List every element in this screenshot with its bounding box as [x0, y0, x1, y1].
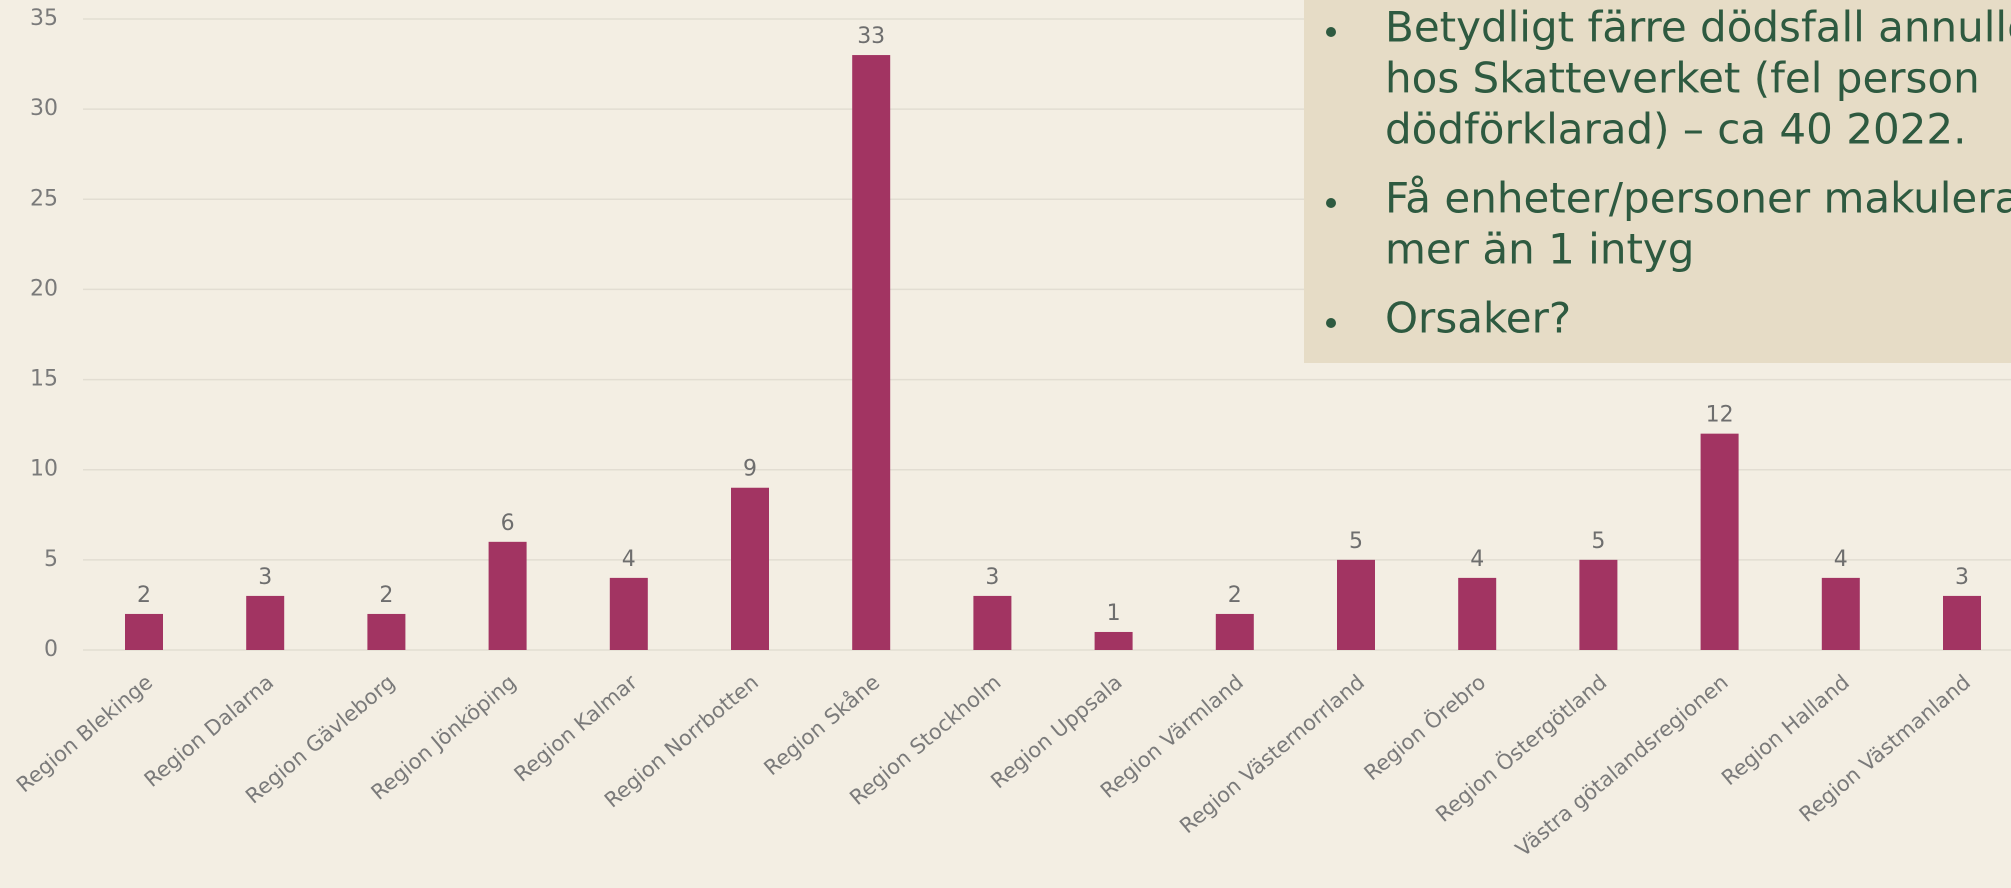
value-label: 4 — [1834, 547, 1848, 572]
value-label: 5 — [1349, 529, 1363, 554]
value-label: 3 — [985, 565, 999, 590]
y-tick-label: 10 — [30, 457, 58, 482]
bullet — [1326, 318, 1336, 328]
bar — [125, 613, 163, 650]
bar — [1094, 631, 1133, 650]
note-line: dödförklarad) – ca 40 2022. — [1385, 105, 1966, 154]
y-tick-label: 15 — [30, 367, 58, 392]
value-label: 5 — [1591, 529, 1605, 554]
value-label: 2 — [379, 583, 393, 608]
value-label: 1 — [1107, 601, 1121, 626]
note-line: Orsaker? — [1385, 294, 1571, 343]
bar — [731, 487, 769, 650]
note-box — [1304, 0, 2011, 363]
bar — [852, 55, 891, 651]
note-line: Betydligt färre dödsfall annullera — [1385, 3, 2011, 52]
y-tick-label: 0 — [44, 637, 58, 662]
y-tick-label: 30 — [30, 96, 58, 121]
value-label: 12 — [1706, 403, 1734, 428]
y-tick-label: 35 — [30, 6, 58, 31]
value-label: 33 — [857, 24, 885, 49]
value-label: 2 — [1228, 583, 1242, 608]
value-label: 6 — [501, 511, 515, 536]
bar — [609, 577, 648, 650]
bar — [973, 595, 1012, 650]
bar — [1215, 613, 1254, 650]
note-line: hos Skatteverket (fel person — [1385, 54, 1980, 103]
bar — [1337, 559, 1375, 650]
value-label: 2 — [137, 583, 151, 608]
value-label: 4 — [1470, 547, 1484, 572]
bar — [488, 541, 527, 650]
bar — [1579, 559, 1618, 650]
y-tick-label: 5 — [44, 547, 58, 572]
bar — [1943, 595, 1981, 650]
bar — [367, 613, 406, 650]
bar — [246, 595, 285, 650]
bullet — [1326, 27, 1336, 37]
value-label: 9 — [743, 457, 757, 482]
value-label: 3 — [258, 565, 272, 590]
bar — [1821, 577, 1860, 650]
value-label: 3 — [1955, 565, 1969, 590]
bullet — [1326, 198, 1336, 208]
value-label: 4 — [622, 547, 636, 572]
y-tick-label: 20 — [30, 276, 58, 301]
y-tick-label: 25 — [30, 186, 58, 211]
bar — [1700, 433, 1739, 650]
bar — [1458, 577, 1497, 650]
note-line: mer än 1 intyg — [1385, 225, 1694, 274]
note-line: Få enheter/personer makulerar — [1385, 174, 2011, 223]
